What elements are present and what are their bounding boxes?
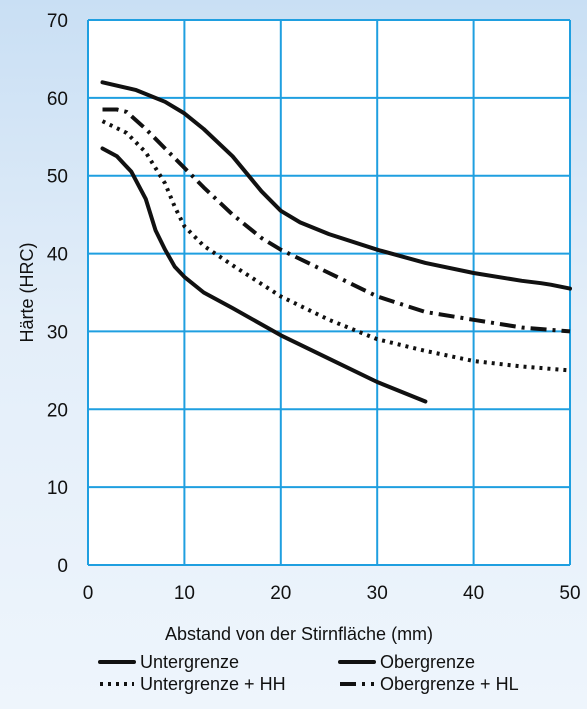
legend-label-1: Untergrenze bbox=[140, 652, 239, 672]
x-tick-label-20: 20 bbox=[270, 583, 291, 604]
grid-lines bbox=[87, 19, 571, 566]
y-axis-title: Härte (HRC) bbox=[17, 242, 37, 342]
y-tick-label-50: 50 bbox=[47, 167, 68, 188]
y-tick-label-70: 70 bbox=[47, 11, 68, 32]
legend: Untergrenze Obergrenze Untergrenze + HH Obe… bbox=[98, 652, 519, 694]
data-series bbox=[100, 80, 572, 404]
y-tick-label-10: 10 bbox=[47, 478, 68, 499]
series-line-3 bbox=[101, 119, 571, 373]
x-tick-label-40: 40 bbox=[463, 583, 484, 604]
y-tick-label-0: 0 bbox=[57, 556, 68, 577]
tick-labels: 0 10 20 30 40 50 0 10 20 30 40 50 60 70 bbox=[47, 11, 581, 604]
legend-label-3: Untergrenze + HH bbox=[140, 674, 286, 694]
series-line-2 bbox=[100, 80, 572, 291]
x-tick-label-0: 0 bbox=[83, 583, 94, 604]
y-tick-label-60: 60 bbox=[47, 89, 68, 110]
series-line-1 bbox=[100, 146, 428, 404]
plot-area-background bbox=[88, 20, 570, 565]
y-tick-label-30: 30 bbox=[47, 322, 68, 343]
legend-label-2: Obergrenze bbox=[380, 652, 475, 672]
series-line-4 bbox=[102, 107, 571, 334]
x-tick-label-10: 10 bbox=[174, 583, 195, 604]
x-tick-label-30: 30 bbox=[367, 583, 388, 604]
x-axis-title: Abstand von der Stirnfläche (mm) bbox=[165, 624, 433, 644]
y-tick-label-40: 40 bbox=[47, 245, 68, 266]
legend-label-4: Obergrenze + HL bbox=[380, 674, 519, 694]
x-tick-label-50: 50 bbox=[559, 583, 580, 604]
y-tick-label-20: 20 bbox=[47, 400, 68, 421]
